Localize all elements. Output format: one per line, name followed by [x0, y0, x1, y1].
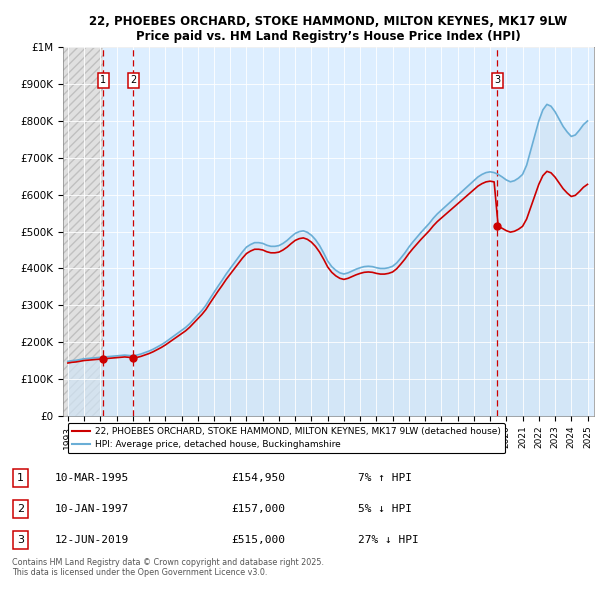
Text: 3: 3 — [494, 76, 500, 86]
Text: 3: 3 — [17, 535, 24, 545]
Text: Contains HM Land Registry data © Crown copyright and database right 2025.
This d: Contains HM Land Registry data © Crown c… — [12, 558, 324, 577]
Text: 5% ↓ HPI: 5% ↓ HPI — [358, 504, 412, 514]
Point — [128, 353, 138, 363]
Title: 22, PHOEBES ORCHARD, STOKE HAMMOND, MILTON KEYNES, MK17 9LW
Price paid vs. HM La: 22, PHOEBES ORCHARD, STOKE HAMMOND, MILT… — [89, 15, 568, 43]
Point — [493, 221, 502, 231]
Text: 1: 1 — [100, 76, 106, 86]
Text: £515,000: £515,000 — [231, 535, 285, 545]
Text: £157,000: £157,000 — [231, 504, 285, 514]
Text: 27% ↓ HPI: 27% ↓ HPI — [358, 535, 418, 545]
Text: £154,950: £154,950 — [231, 473, 285, 483]
Text: 7% ↑ HPI: 7% ↑ HPI — [358, 473, 412, 483]
Text: 2: 2 — [17, 504, 24, 514]
Text: 2: 2 — [130, 76, 136, 86]
Text: 10-JAN-1997: 10-JAN-1997 — [55, 504, 130, 514]
Legend: 22, PHOEBES ORCHARD, STOKE HAMMOND, MILTON KEYNES, MK17 9LW (detached house), HP: 22, PHOEBES ORCHARD, STOKE HAMMOND, MILT… — [68, 423, 505, 453]
Point — [98, 354, 108, 363]
Text: 12-JUN-2019: 12-JUN-2019 — [55, 535, 130, 545]
Text: 1: 1 — [17, 473, 24, 483]
Text: 10-MAR-1995: 10-MAR-1995 — [55, 473, 130, 483]
